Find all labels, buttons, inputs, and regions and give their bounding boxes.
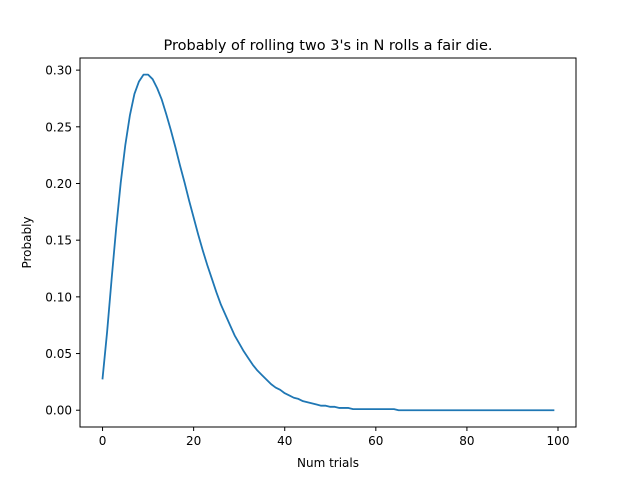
y-tick-label: 0.25: [45, 120, 72, 134]
y-tick-label: 0.05: [45, 347, 72, 361]
chart-title: Probably of rolling two 3's in N rolls a…: [164, 38, 493, 54]
axes-frame: [79, 57, 577, 428]
y-tick-label: 0.20: [45, 177, 72, 191]
y-tick-label: 0.30: [45, 64, 72, 78]
plot-area: [101, 73, 555, 412]
x-tick-label: 60: [368, 434, 383, 448]
y-axis-ticks: 0.00 0.05 0.10 0.15 0.20 0.25 0.30: [45, 64, 80, 418]
x-tick-label: 100: [547, 434, 570, 448]
y-axis-label: Probably: [20, 216, 34, 268]
y-tick-label: 0.15: [45, 234, 72, 248]
y-tick-label: 0.00: [45, 404, 72, 418]
x-tick-label: 40: [277, 434, 292, 448]
x-tick-label: 80: [459, 434, 474, 448]
x-axis-label: Num trials: [297, 456, 359, 470]
x-tick-label: 0: [99, 434, 107, 448]
x-axis-ticks: 0 20 40 60 80 100: [99, 427, 570, 448]
y-tick-label: 0.10: [45, 290, 72, 304]
series-line-0: [101, 73, 555, 412]
x-tick-label: 20: [186, 434, 201, 448]
